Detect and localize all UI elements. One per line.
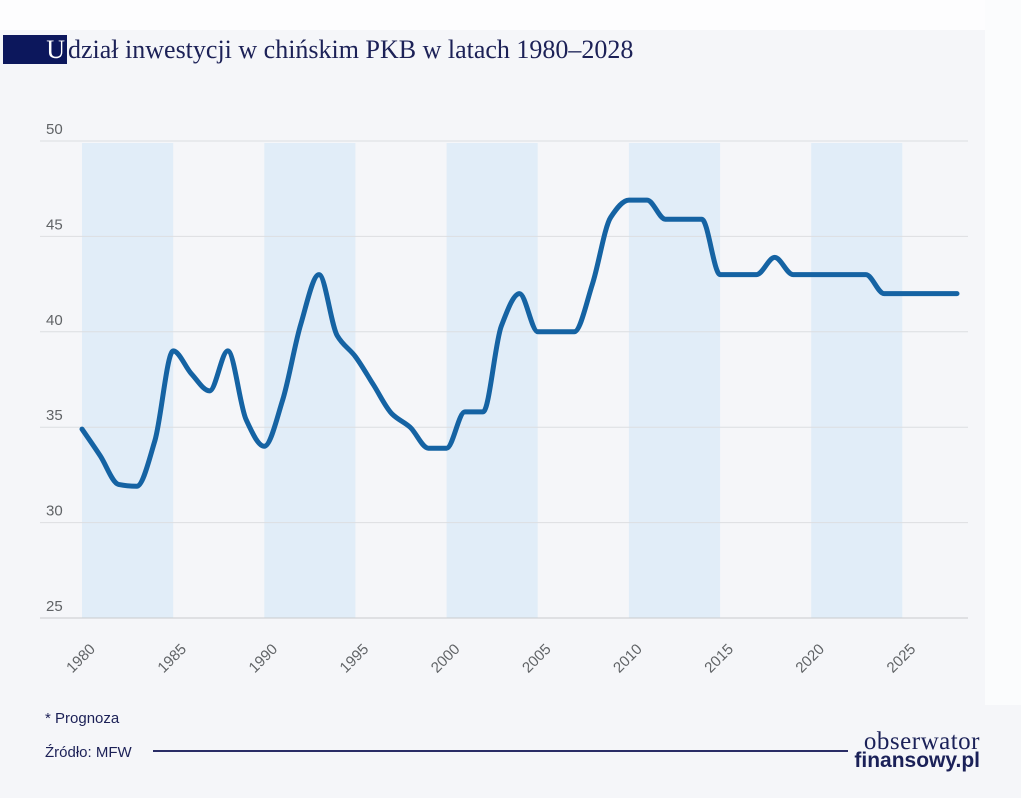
x-tick-label: 1980 bbox=[63, 641, 99, 677]
five-year-band bbox=[628, 143, 721, 618]
x-tick-label: 2015 bbox=[701, 641, 737, 677]
y-tick-label: 30 bbox=[46, 503, 63, 520]
x-tick-label: 2025 bbox=[884, 641, 920, 677]
x-tick-label: 2020 bbox=[792, 641, 828, 677]
title-accent-letter: U bbox=[46, 35, 65, 64]
chart-header: U dział inwestycji w chińskim PKB w lata… bbox=[3, 35, 633, 64]
five-year-band bbox=[264, 143, 356, 618]
gridlines-group bbox=[40, 140, 968, 619]
y-tick-label: 35 bbox=[46, 407, 63, 424]
title-accent-block: U bbox=[3, 35, 67, 64]
logo-line-serif: obserwator bbox=[863, 728, 980, 755]
series-group bbox=[79, 197, 960, 489]
axis-labels-group: 25 30 35 40 45 50 1980 1985 1990 1995 2000 2005 2010… bbox=[46, 121, 919, 676]
x-tick-label: 2005 bbox=[519, 641, 555, 677]
x-tick-label: 2000 bbox=[428, 641, 464, 677]
x-tick-label: 1990 bbox=[246, 641, 282, 677]
x-tick-label: 1985 bbox=[154, 641, 190, 677]
obserwator-finansowy-logo: obserwator finansowy.pl bbox=[854, 729, 980, 771]
x-tick-label: 2010 bbox=[610, 641, 646, 677]
logo-line-sans: finansowy.pl bbox=[854, 749, 980, 772]
investment-share-line bbox=[79, 197, 960, 489]
source-note: Źródło: MFW bbox=[45, 744, 132, 761]
footer-divider bbox=[153, 750, 848, 752]
right-margin bbox=[985, 0, 1021, 705]
five-year-band bbox=[82, 143, 174, 618]
five-year-band bbox=[811, 143, 903, 618]
top-margin bbox=[0, 0, 1021, 30]
y-tick-label: 25 bbox=[46, 598, 63, 615]
forecast-footnote: * Prognoza bbox=[45, 710, 120, 727]
page-title: dział inwestycji w chińskim PKB w latach… bbox=[68, 35, 634, 64]
y-tick-label: 50 bbox=[46, 121, 63, 138]
x-tick-label: 1995 bbox=[337, 641, 373, 677]
shaded-bands-group bbox=[82, 143, 903, 618]
y-tick-label: 40 bbox=[46, 312, 63, 329]
y-tick-label: 45 bbox=[46, 216, 63, 233]
